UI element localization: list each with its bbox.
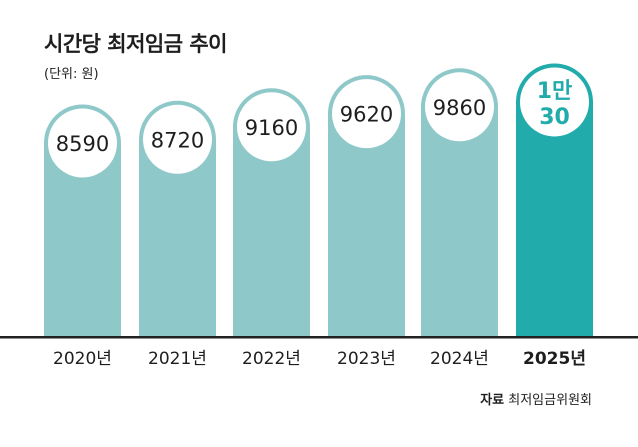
data-label: 1만 30	[537, 79, 573, 130]
x-tick-label: 2024년	[430, 349, 489, 369]
x-tick-label: 2025년	[523, 349, 586, 369]
source-text: 최저임금위원회	[508, 393, 592, 408]
value-bubble	[237, 92, 306, 162]
chart-unit: (단위: 원)	[44, 67, 99, 82]
x-tick-label: 2021년	[148, 349, 207, 369]
source-note: 자료 최저임금위원회	[480, 389, 592, 408]
data-label: 9860	[433, 96, 486, 120]
data-label: 8590	[56, 132, 109, 156]
bar-2025년	[516, 101, 593, 337]
data-label: 8720	[151, 128, 204, 152]
x-tick-label: 2023년	[337, 349, 396, 369]
value-bubble	[48, 108, 117, 178]
source-label: 자료	[480, 393, 505, 408]
x-tick-label: 2022년	[242, 349, 301, 369]
value-bubble	[332, 79, 401, 149]
data-label: 9160	[245, 116, 298, 140]
value-bubble	[425, 72, 494, 142]
data-label: 9620	[340, 103, 393, 127]
chart-title: 시간당 최저임금 추이	[44, 32, 228, 56]
x-tick-label: 2020년	[53, 349, 112, 369]
value-bubble	[520, 67, 589, 137]
value-bubble	[143, 104, 212, 174]
baseline	[0, 336, 638, 339]
